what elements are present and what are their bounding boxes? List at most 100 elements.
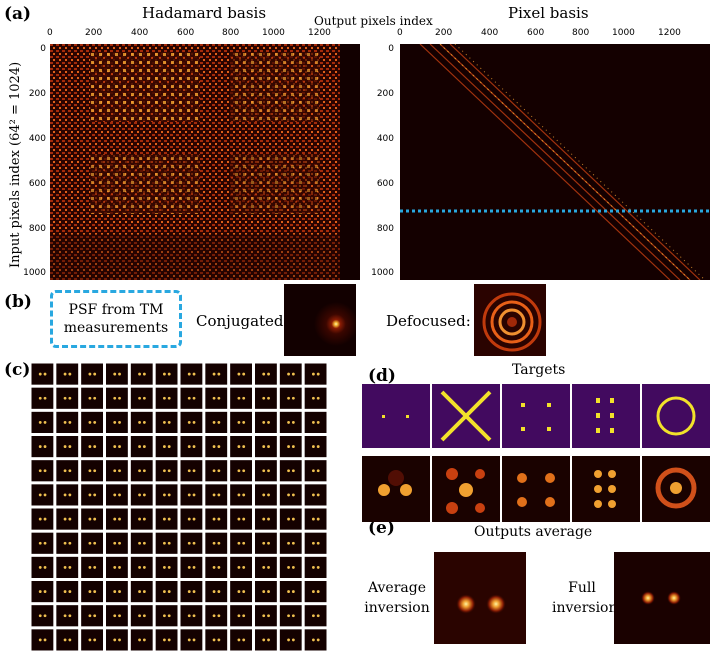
psf-spot — [118, 566, 121, 569]
psf-spot — [167, 421, 171, 424]
panel-label-c: (c) — [4, 360, 31, 380]
psf-spot — [242, 396, 246, 400]
psf-spot — [68, 566, 72, 569]
tick-label: 1200 — [308, 28, 331, 38]
output-cross — [432, 456, 500, 522]
psf-spot — [88, 638, 92, 642]
psf-spot — [287, 445, 290, 448]
tick-label: 200 — [28, 89, 46, 99]
psf-spot — [138, 493, 141, 497]
target-cross — [432, 384, 500, 448]
psf-spot — [93, 566, 97, 569]
psf-spot — [88, 614, 92, 618]
psf-spot — [113, 493, 117, 497]
psf-spot — [316, 517, 320, 521]
psf-thumbnail — [180, 629, 203, 651]
psf-thumbnail — [106, 460, 128, 482]
psf-spot — [312, 469, 315, 473]
psf-spot — [38, 541, 42, 545]
psf-thumbnail — [304, 411, 327, 433]
psf-spot — [88, 372, 92, 376]
full-label-line1: Full — [568, 580, 596, 596]
psf-spot — [88, 445, 92, 448]
psf-thumbnail — [255, 532, 277, 554]
psf-spot — [312, 541, 315, 545]
psf-spot — [68, 638, 72, 642]
psf-spot — [267, 517, 270, 521]
psf-thumbnail — [31, 581, 54, 603]
psf-thumbnail-grid — [30, 362, 328, 652]
psf-spot — [118, 396, 121, 400]
psf-spot — [167, 493, 171, 497]
psf-spot — [267, 396, 270, 400]
target-two-dots — [362, 384, 430, 448]
psf-spot — [287, 396, 290, 400]
psf-box-line2: measurements — [63, 320, 169, 336]
psf-spot — [212, 614, 216, 618]
psf-spot — [88, 590, 92, 593]
psf-spot — [113, 469, 117, 473]
psf-spot — [217, 493, 221, 497]
psf-thumbnail — [130, 363, 153, 385]
psf-thumbnail — [205, 363, 228, 385]
psf-spot — [187, 421, 191, 424]
psf-spot — [88, 541, 92, 545]
psf-spot — [287, 590, 290, 593]
psf-thumbnail — [180, 484, 203, 506]
psf-thumbnail — [81, 605, 103, 627]
pixel-basis-matrix — [400, 44, 710, 280]
psf-spot — [287, 421, 290, 424]
tick-label: 0 — [47, 28, 53, 38]
psf-thumbnail — [130, 605, 153, 627]
outputs-average-title: Outputs average — [474, 524, 593, 540]
psf-spot — [142, 541, 146, 545]
psf-spot — [93, 614, 97, 618]
psf-spot — [242, 566, 246, 569]
psf-spot — [187, 493, 191, 497]
psf-thumbnail — [106, 411, 128, 433]
output-ring — [642, 456, 710, 522]
psf-thumbnail — [230, 411, 252, 433]
psf-thumbnail — [31, 484, 54, 506]
psf-spot — [212, 493, 216, 497]
tick-label: 800 — [572, 28, 590, 38]
psf-spot — [316, 469, 320, 473]
psf-spot — [192, 614, 196, 618]
psf-spot — [237, 541, 241, 545]
psf-spot — [287, 517, 290, 521]
psf-spot — [316, 590, 320, 593]
psf-spot — [237, 517, 241, 521]
psf-spot — [217, 614, 221, 618]
psf-spot — [262, 493, 266, 497]
psf-spot — [93, 638, 97, 642]
psf-spot — [312, 493, 315, 497]
psf-thumbnail — [31, 460, 54, 482]
psf-thumbnail — [180, 508, 203, 530]
psf-spot — [267, 541, 270, 545]
psf-thumbnail — [279, 556, 302, 578]
psf-thumbnail — [81, 387, 103, 409]
psf-spot — [163, 517, 166, 521]
psf-spot — [113, 541, 117, 545]
psf-thumbnail — [180, 411, 203, 433]
psf-spot — [242, 372, 246, 376]
psf-thumbnail — [279, 532, 302, 554]
psf-thumbnail — [31, 629, 54, 651]
psf-spot — [142, 445, 146, 448]
psf-spot — [262, 421, 266, 424]
psf-spot — [312, 614, 315, 618]
psf-spot — [242, 590, 246, 593]
psf-spot — [192, 541, 196, 545]
psf-spot — [113, 372, 117, 376]
psf-thumbnail — [255, 605, 277, 627]
psf-thumbnail — [31, 436, 54, 458]
tick-label: 0 — [397, 28, 403, 38]
psf-spot — [138, 372, 141, 376]
psf-spot — [118, 541, 121, 545]
psf-spot — [242, 638, 246, 642]
tick-label: 1200 — [658, 28, 681, 38]
psf-spot — [113, 421, 117, 424]
psf-spot — [217, 421, 221, 424]
psf-spot — [68, 517, 72, 521]
psf-spot — [217, 566, 221, 569]
